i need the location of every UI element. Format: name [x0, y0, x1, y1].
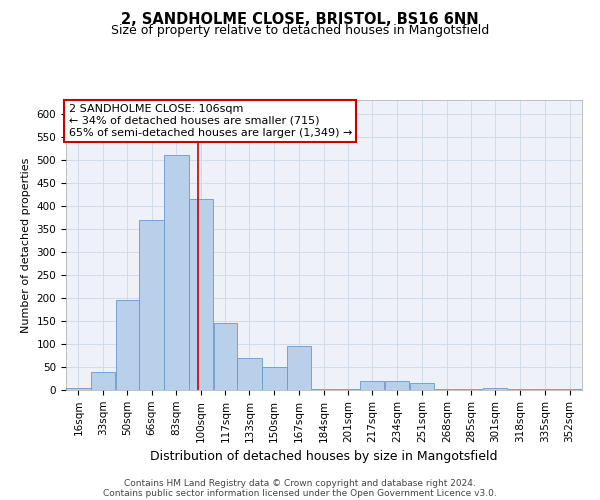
Bar	[287, 346, 311, 390]
Text: Size of property relative to detached houses in Mangotsfield: Size of property relative to detached ho…	[111, 24, 489, 37]
Bar	[139, 220, 164, 390]
Bar	[189, 199, 214, 390]
Bar	[337, 389, 359, 390]
X-axis label: Distribution of detached houses by size in Mangotsfield: Distribution of detached houses by size …	[150, 450, 498, 463]
Bar	[237, 358, 262, 390]
Text: Contains public sector information licensed under the Open Government Licence v3: Contains public sector information licen…	[103, 488, 497, 498]
Bar	[434, 389, 459, 390]
Bar	[116, 300, 139, 390]
Text: Contains HM Land Registry data © Crown copyright and database right 2024.: Contains HM Land Registry data © Crown c…	[124, 478, 476, 488]
Bar	[91, 372, 115, 390]
Bar	[483, 388, 507, 390]
Text: 2 SANDHOLME CLOSE: 106sqm
← 34% of detached houses are smaller (715)
65% of semi: 2 SANDHOLME CLOSE: 106sqm ← 34% of detac…	[68, 104, 352, 138]
Bar	[557, 389, 582, 390]
Bar	[164, 155, 188, 390]
Bar	[410, 383, 434, 390]
Bar	[312, 389, 336, 390]
Bar	[214, 324, 237, 390]
Bar	[385, 381, 409, 390]
Text: 2, SANDHOLME CLOSE, BRISTOL, BS16 6NN: 2, SANDHOLME CLOSE, BRISTOL, BS16 6NN	[121, 12, 479, 28]
Bar	[262, 367, 287, 390]
Bar	[460, 389, 482, 390]
Bar	[508, 389, 532, 390]
Bar	[360, 381, 385, 390]
Bar	[66, 388, 91, 390]
Bar	[533, 389, 557, 390]
Y-axis label: Number of detached properties: Number of detached properties	[21, 158, 31, 332]
